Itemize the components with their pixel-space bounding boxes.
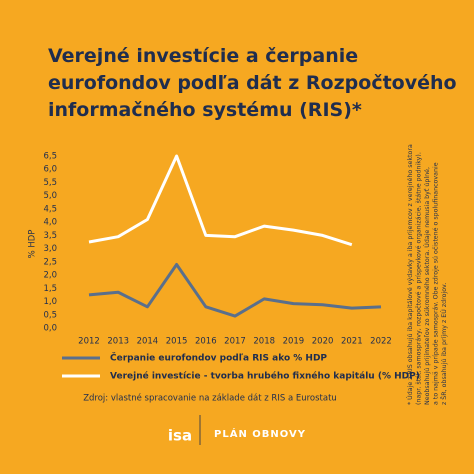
- y-tick-label: 1,5: [43, 284, 57, 294]
- x-tick-label: 2017: [224, 337, 246, 347]
- x-tick-label: 2019: [283, 337, 305, 347]
- source: Zdroj: vlastné spracovanie na základe dá…: [83, 393, 337, 404]
- x-tick-label: 2022: [370, 337, 392, 347]
- series-line: [88, 262, 382, 318]
- y-tick-label: 1,0: [43, 297, 57, 307]
- y-tick-label: 2,5: [43, 257, 57, 267]
- legend-label: Čerpanie eurofondov podľa RIS ako % HDP: [110, 352, 327, 364]
- y-tick-label: 0,0: [43, 324, 57, 334]
- note: (napr. štát, samosprávy, rozpočtové a pr…: [415, 152, 423, 405]
- legend-label: Verejné investície - tvorba hrubého fixn…: [110, 371, 420, 382]
- y-tick-label: 3,5: [43, 231, 57, 241]
- y-tick-label: 0,5: [43, 310, 57, 320]
- y-tick-label: 4,0: [43, 218, 57, 228]
- y-tick-label: 5,5: [43, 178, 57, 188]
- y-tick-label: 3,0: [43, 244, 57, 254]
- x-tick-label: 2020: [312, 337, 334, 347]
- x-tick-label: 2021: [341, 337, 363, 347]
- note: * Údaje z RIS obsahujú iba kapitálové vý…: [405, 144, 414, 405]
- logo-plan-obnovy: PLÁN OBNOVY: [214, 427, 306, 440]
- x-tick-label: 2018: [253, 337, 275, 347]
- x-tick-label: 2014: [137, 337, 159, 347]
- chart-title: Verejné investície a čerpanie: [48, 45, 358, 67]
- logo-isa: isa: [168, 427, 192, 445]
- chart-title: informačného systému (RIS)*: [48, 99, 362, 121]
- x-tick-label: 2012: [78, 337, 100, 347]
- note: z ŠR, obsahujú iba príjmy z EÚ zdrojov.: [439, 283, 448, 405]
- note: a to najmä v prípade samospráv. Obe zdro…: [432, 162, 440, 405]
- y-axis-label: % HDP: [28, 230, 38, 259]
- series-line: [88, 154, 353, 247]
- x-tick-label: 2015: [166, 337, 188, 347]
- x-tick-label: 2016: [195, 337, 217, 347]
- y-tick-label: 6,0: [43, 165, 57, 175]
- y-tick-label: 4,5: [43, 204, 57, 214]
- y-tick-label: 5,0: [43, 191, 57, 201]
- note: Neobsahujú prijímateľov zo súkromného se…: [422, 167, 431, 405]
- chart-title: eurofondov podľa dát z Rozpočtového: [48, 72, 457, 94]
- y-tick-label: 2,0: [43, 271, 57, 281]
- y-tick-label: 6,5: [43, 152, 57, 162]
- x-tick-label: 2013: [107, 337, 129, 347]
